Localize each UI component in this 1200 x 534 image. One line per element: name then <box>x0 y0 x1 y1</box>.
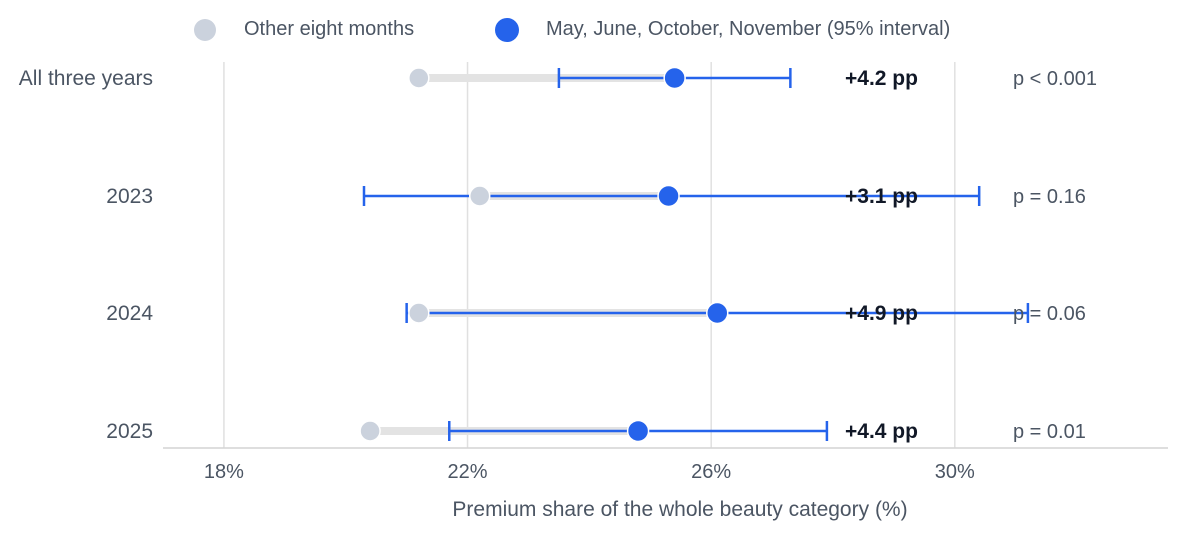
row-label: All three years <box>19 67 153 90</box>
point-peak <box>657 184 680 208</box>
x-tick-label-30: 30% <box>935 461 975 483</box>
point-other <box>468 185 491 207</box>
row-label: 2025 <box>106 420 153 443</box>
p-value-label: p = 0.16 <box>1013 186 1086 208</box>
legend-label-other: Other eight months <box>244 18 414 40</box>
row-label: 2023 <box>106 185 153 208</box>
point-other <box>359 420 381 442</box>
legend-marker-peak <box>495 18 519 42</box>
difference-label: +4.4 pp <box>845 420 918 443</box>
p-value-label: p < 0.001 <box>1013 68 1097 90</box>
legend: Other eight months May, June, October, N… <box>194 18 950 42</box>
p-value-label: p = 0.01 <box>1013 421 1086 443</box>
x-tick-label-18: 18% <box>204 461 244 483</box>
row-3: 2025 +4.4 pp p = 0.01 <box>106 419 1086 443</box>
point-other <box>408 302 430 324</box>
difference-label: +4.9 pp <box>845 302 918 325</box>
difference-label: +3.1 pp <box>845 185 918 208</box>
x-tick-label-22: 22% <box>448 461 488 483</box>
point-peak <box>706 301 729 325</box>
point-peak <box>663 66 686 90</box>
rows: All three years +4.2 pp p < 0.001 2023 +3.1 … <box>19 66 1097 443</box>
row-label: 2024 <box>106 302 153 325</box>
point-other <box>408 67 430 89</box>
gridlines <box>223 62 956 448</box>
p-value-label: p = 0.06 <box>1013 303 1086 325</box>
difference-label: +4.2 pp <box>845 67 918 90</box>
x-axis-title: Premium share of the whole beauty catego… <box>452 498 907 521</box>
row-0: All three years +4.2 pp p < 0.001 <box>19 66 1097 90</box>
legend-marker-other <box>194 19 216 41</box>
x-axis: Premium share of the whole beauty catego… <box>163 447 1168 521</box>
x-tick-label-26: 26% <box>691 461 731 483</box>
row-1: 2023 +3.1 pp p = 0.16 <box>106 184 1086 208</box>
row-2: 2024 +4.9 pp p = 0.06 <box>106 301 1086 325</box>
legend-label-peak: May, June, October, November (95% interv… <box>546 18 950 40</box>
point-peak <box>626 419 650 443</box>
